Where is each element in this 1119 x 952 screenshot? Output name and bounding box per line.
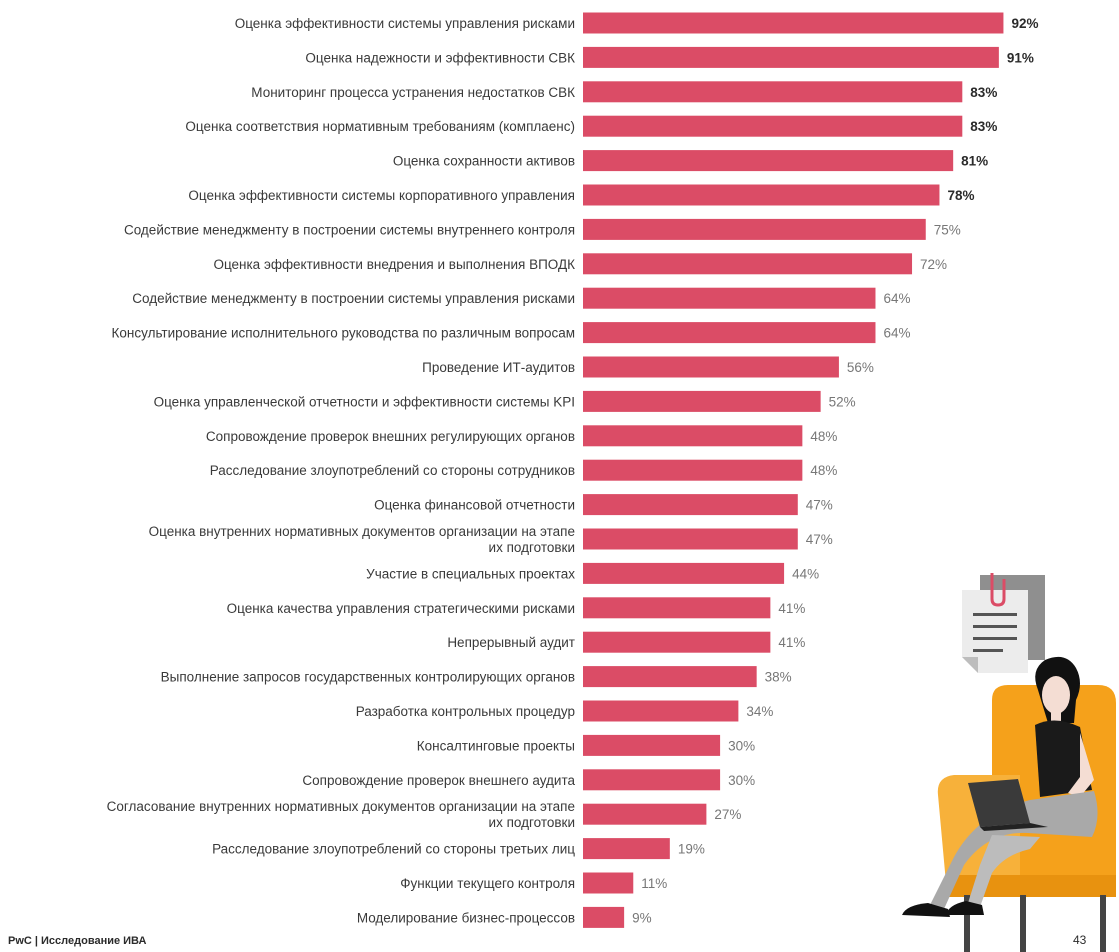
value-label-13: 48%	[810, 463, 837, 478]
category-label-15-line-1: их подготовки	[489, 540, 575, 555]
bar-0	[583, 12, 1004, 34]
value-label-22: 30%	[728, 773, 755, 788]
bar-16	[583, 562, 785, 584]
category-label-24: Расследование злоупотреблений со стороны…	[212, 842, 575, 857]
bar-7	[583, 253, 913, 275]
category-label-14: Оценка финансовой отчетности	[374, 498, 575, 513]
category-label-18: Непрерывный аудит	[447, 635, 575, 650]
bar-21	[583, 734, 721, 756]
bar-24	[583, 838, 670, 860]
category-label-17: Оценка качества управления стратегически…	[227, 601, 575, 616]
bar-4	[583, 150, 954, 172]
person-with-laptop	[902, 656, 1098, 917]
bar-13	[583, 459, 803, 481]
category-label-16: Участие в специальных проектах	[366, 566, 575, 581]
value-label-26: 9%	[632, 910, 652, 925]
bar-6	[583, 218, 926, 240]
bar-12	[583, 425, 803, 447]
value-label-15: 47%	[806, 532, 833, 547]
value-label-2: 83%	[970, 85, 997, 100]
category-label-26: Моделирование бизнес-процессов	[357, 910, 575, 925]
bar-18	[583, 631, 771, 653]
category-label-2: Мониторинг процесса устранения недостатк…	[251, 85, 575, 100]
value-label-19: 38%	[765, 670, 792, 685]
bar-22	[583, 769, 721, 791]
value-label-11: 52%	[829, 394, 856, 409]
category-label-19: Выполнение запросов государственных конт…	[161, 670, 575, 685]
category-label-8: Содействие менеджменту в построении сист…	[132, 291, 575, 306]
category-label-13: Расследование злоупотреблений со стороны…	[210, 463, 575, 478]
value-label-18: 41%	[778, 635, 805, 650]
bar-15	[583, 528, 798, 550]
bar-10	[583, 356, 839, 378]
category-label-25: Функции текущего контроля	[400, 876, 575, 891]
bar-14	[583, 494, 798, 516]
value-label-0: 92%	[1011, 16, 1038, 31]
value-label-16: 44%	[792, 566, 819, 581]
category-label-12: Сопровождение проверок внешних регулирую…	[206, 429, 575, 444]
category-label-3: Оценка соответствия нормативным требован…	[185, 119, 575, 134]
category-label-0: Оценка эффективности системы управления …	[235, 16, 575, 31]
category-label-10: Проведение ИТ-аудитов	[422, 360, 575, 375]
bar-2	[583, 81, 963, 103]
category-label-1: Оценка надежности и эффективности СВК	[305, 50, 575, 65]
bar-20	[583, 700, 739, 722]
category-label-4: Оценка сохранности активов	[393, 154, 575, 169]
bar-9	[583, 322, 876, 344]
bar-26	[583, 906, 625, 928]
value-label-25: 11%	[641, 876, 667, 891]
category-label-6: Содействие менеджменту в построении сист…	[124, 222, 575, 237]
value-label-3: 83%	[970, 119, 997, 134]
bar-1	[583, 46, 999, 68]
category-label-5: Оценка эффективности системы корпоративн…	[188, 188, 575, 203]
bar-19	[583, 666, 757, 688]
page-number: 43	[1073, 933, 1087, 947]
value-label-6: 75%	[934, 222, 961, 237]
value-label-17: 41%	[778, 601, 805, 616]
value-label-14: 47%	[806, 498, 833, 513]
value-label-21: 30%	[728, 738, 755, 753]
category-label-23-line-0: Согласование внутренних нормативных доку…	[107, 799, 575, 814]
category-label-9: Консультирование исполнительного руковод…	[112, 326, 575, 341]
category-label-11: Оценка управленческой отчетности и эффек…	[154, 394, 575, 409]
bar-8	[583, 287, 876, 309]
bar-11	[583, 390, 821, 412]
category-label-23-line-1: их подготовки	[489, 815, 575, 830]
bar-25	[583, 872, 634, 894]
bar-17	[583, 597, 771, 619]
value-label-4: 81%	[961, 154, 988, 169]
category-label-20: Разработка контрольных процедур	[356, 704, 575, 719]
value-label-8: 64%	[883, 291, 910, 306]
category-label-7: Оценка эффективности внедрения и выполне…	[213, 257, 575, 272]
clipboard-icon	[962, 573, 1045, 673]
value-label-7: 72%	[920, 257, 947, 272]
category-label-15-line-0: Оценка внутренних нормативных документов…	[149, 524, 575, 539]
category-label-21: Консалтинговые проекты	[417, 738, 575, 753]
value-label-10: 56%	[847, 360, 874, 375]
bar-5	[583, 184, 940, 206]
value-label-12: 48%	[810, 429, 837, 444]
bar-23	[583, 803, 707, 825]
illustration	[902, 573, 1116, 952]
value-label-23: 27%	[714, 807, 741, 822]
category-label-22: Сопровождение проверок внешнего аудита	[302, 773, 575, 788]
value-label-9: 64%	[883, 326, 910, 341]
value-label-1: 91%	[1007, 50, 1034, 65]
value-label-24: 19%	[678, 842, 705, 857]
value-label-20: 34%	[746, 704, 773, 719]
bar-3	[583, 115, 963, 137]
footer-source: PwC | Исследование ИВА	[8, 935, 147, 947]
value-label-5: 78%	[947, 188, 974, 203]
